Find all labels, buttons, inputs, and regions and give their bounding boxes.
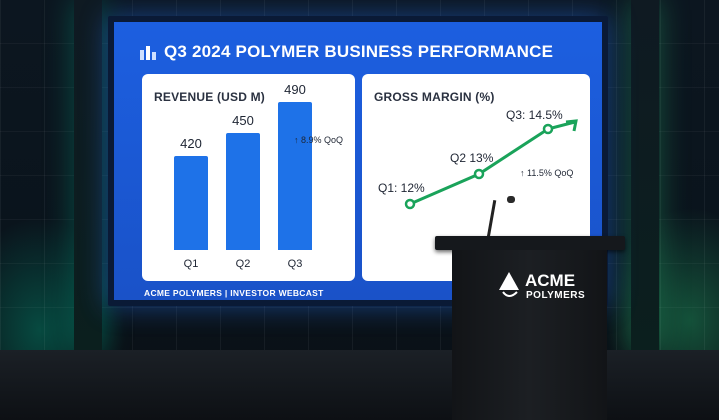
bar-chart-icon <box>140 46 156 60</box>
podium <box>452 250 607 420</box>
margin-series-line <box>409 127 549 206</box>
revenue-bar-label: 490 <box>284 81 306 97</box>
revenue-bar <box>174 156 208 250</box>
margin-point <box>473 168 485 180</box>
podium-brand-subname: POLYMERS <box>526 290 586 301</box>
left-light-pillar <box>74 0 102 350</box>
margin-line-chart: Q1: 12% Q2 13% Q3: 14.5% <box>378 108 578 210</box>
slide-footer: ACME POLYMERS | INVESTOR WEBCAST <box>144 288 324 298</box>
margin-point-label: Q3: 14.5% <box>506 108 563 122</box>
revenue-category-label: Q1 <box>183 258 199 270</box>
margin-qoq: ↑ 11.5% QoQ <box>520 168 574 178</box>
presentation-screen: Q3 2024 POLYMER BUSINESS PERFORMANCE REV… <box>108 16 608 306</box>
microphone-icon <box>507 196 515 203</box>
revenue-category-label: Q2 <box>235 258 251 270</box>
revenue-bar <box>226 133 260 250</box>
revenue-bar-label: 450 <box>232 113 254 128</box>
revenue-qoq: ↑ 8.9% QoQ <box>294 135 344 145</box>
right-light-pillar <box>631 0 659 350</box>
margin-point-label: Q2 13% <box>450 151 494 165</box>
slide-title: Q3 2024 POLYMER BUSINESS PERFORMANCE <box>164 42 554 61</box>
podium-brand-name: ACME <box>525 271 576 290</box>
revenue-bar-label: 420 <box>180 136 202 152</box>
acme-logo-icon <box>499 272 519 297</box>
margin-point <box>542 123 554 135</box>
margin-point-label: Q1: 12% <box>378 181 425 195</box>
revenue-card-title: REVENUE (USD M) <box>154 90 266 104</box>
podium-top <box>435 236 625 250</box>
revenue-category-label: Q3 <box>287 258 303 270</box>
margin-point <box>404 198 416 210</box>
revenue-bar <box>278 101 312 250</box>
slide: Q3 2024 POLYMER BUSINESS PERFORMANCE REV… <box>114 22 602 300</box>
stage-floor <box>0 350 719 420</box>
revenue-card: REVENUE (USD M) 420 Q1 450 Q2 490 Q3 ↑ 8.9% Q… <box>142 74 355 281</box>
margin-card-title: GROSS MARGIN (%) <box>374 90 495 104</box>
margin-card: GROSS MARGIN (%) Q1: 12% Q2 13% Q3: 14.5% … <box>362 74 590 281</box>
